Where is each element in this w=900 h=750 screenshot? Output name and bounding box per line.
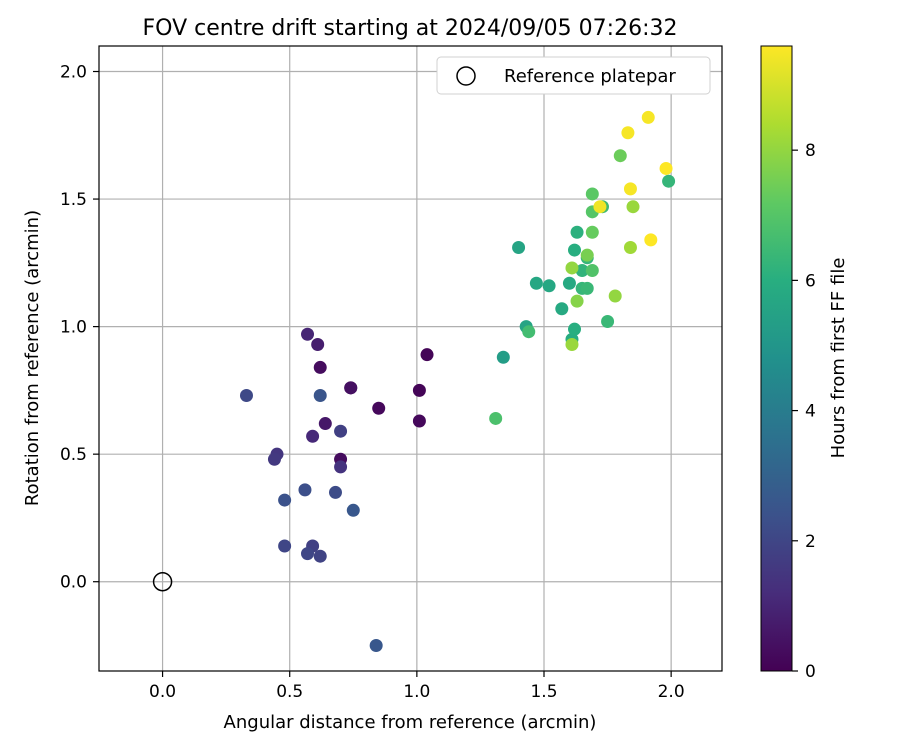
data-point: [568, 243, 582, 257]
colorbar-ticks: 0 2 4 6 8: [792, 141, 816, 682]
colorbar-label: Hours from first FF file: [828, 258, 849, 459]
data-point: [580, 248, 594, 262]
y-tick-label: 0.5: [60, 445, 87, 465]
data-point: [318, 417, 332, 431]
x-axis-ticks: 0.0 0.5 1.0 1.5 2.0: [149, 671, 685, 702]
legend: Reference platepar: [436, 56, 711, 95]
data-point: [512, 241, 526, 255]
colorbar-tick-label: 2: [805, 532, 816, 552]
data-point: [278, 493, 292, 507]
data-point: [580, 281, 594, 295]
data-point: [623, 241, 637, 255]
data-point: [412, 383, 426, 397]
data-point: [344, 381, 358, 395]
data-point: [369, 638, 383, 652]
colorbar-tick-label: 0: [805, 662, 816, 682]
data-point: [562, 276, 576, 290]
colorbar-tick-label: 4: [805, 402, 816, 422]
data-point: [565, 261, 579, 275]
legend-label: Reference platepar: [504, 66, 676, 87]
data-point: [306, 429, 320, 443]
legend-box: [436, 56, 711, 95]
data-point: [621, 126, 635, 140]
data-point: [570, 225, 584, 239]
data-point: [313, 360, 327, 374]
data-point: [585, 263, 599, 277]
data-point: [334, 424, 348, 438]
data-point: [575, 263, 589, 277]
x-tick-label: 2.0: [658, 682, 685, 702]
y-axis-label: Rotation from reference (arcmin): [22, 210, 43, 506]
data-point: [644, 233, 658, 247]
x-tick-label: 0.5: [276, 682, 303, 702]
data-point: [626, 200, 640, 214]
data-point: [659, 161, 673, 175]
y-tick-label: 2.0: [60, 63, 87, 83]
data-point: [298, 483, 312, 497]
data-point: [328, 485, 342, 499]
data-point: [301, 327, 315, 341]
colorbar-gradient: [760, 45, 793, 672]
data-point: [301, 547, 315, 561]
colorbar: 0 2 4 6 8 Hours from first FF file: [760, 45, 849, 682]
data-point: [555, 302, 569, 316]
data-point: [313, 388, 327, 402]
data-point: [585, 225, 599, 239]
data-point: [613, 149, 627, 163]
grid-lines: [99, 46, 722, 671]
colorbar-tick-label: 8: [805, 141, 816, 161]
data-point: [601, 315, 615, 329]
y-axis-ticks: 0.0 0.5 1.0 1.5 2.0: [60, 63, 99, 593]
data-point: [662, 174, 676, 188]
data-point: [641, 110, 655, 124]
x-tick-label: 0.0: [149, 682, 176, 702]
data-point: [489, 411, 503, 425]
data-point: [420, 348, 434, 362]
data-point: [529, 276, 543, 290]
x-tick-label: 1.5: [530, 682, 557, 702]
data-point: [372, 401, 386, 415]
legend-marker-icon: [456, 66, 476, 86]
data-point: [568, 322, 582, 336]
data-point: [278, 539, 292, 553]
data-point: [623, 182, 637, 196]
y-tick-label: 1.0: [60, 318, 87, 338]
data-point: [496, 350, 510, 364]
plot-frame: [98, 45, 723, 672]
plot-area: 0.0 0.5 1.0 1.5 2.0 0.0 0.5 1.0 1.5 2.0: [60, 45, 723, 702]
data-point: [585, 187, 599, 201]
colorbar-tick-label: 6: [805, 271, 816, 291]
reference-marker: [152, 571, 173, 592]
data-point: [412, 414, 426, 428]
data-point: [608, 289, 622, 303]
data-point: [334, 460, 348, 474]
data-point: [565, 337, 579, 351]
data-point: [311, 337, 325, 351]
data-point: [346, 503, 360, 517]
data-points: [239, 110, 676, 652]
x-tick-label: 1.0: [403, 682, 430, 702]
x-axis-label: Angular distance from reference (arcmin): [224, 712, 597, 733]
data-point: [570, 294, 584, 308]
data-point: [313, 549, 327, 563]
y-tick-label: 1.5: [60, 190, 87, 210]
data-point: [542, 279, 556, 293]
data-point: [522, 325, 536, 339]
data-point: [267, 452, 281, 466]
y-tick-label: 0.0: [60, 573, 87, 593]
data-point: [593, 200, 607, 214]
chart-title: FOV centre drift starting at 2024/09/05 …: [143, 16, 678, 41]
data-point: [239, 388, 253, 402]
